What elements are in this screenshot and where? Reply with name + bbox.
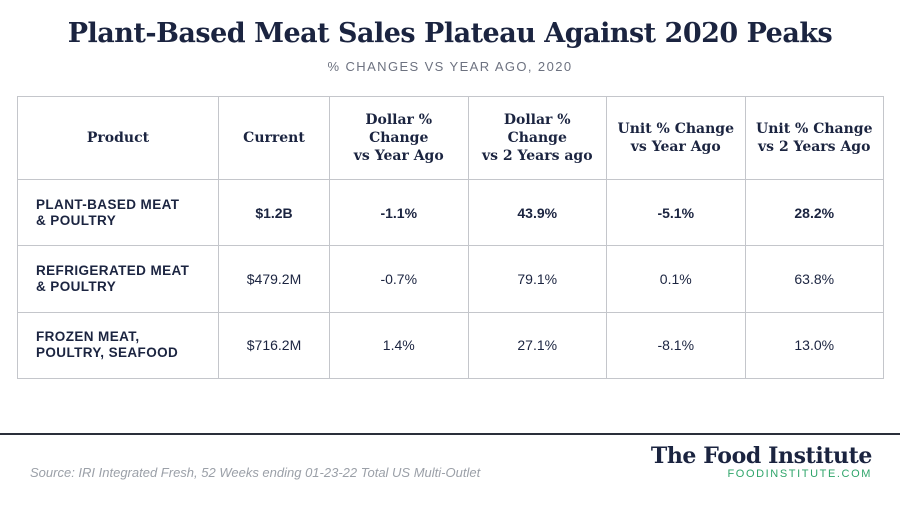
table-row: REFRIGERATED MEAT & POULTRY $479.2M -0.7… — [17, 245, 884, 313]
product-line: REFRIGERATED MEAT — [36, 262, 190, 278]
chart-subtitle: % CHANGES VS YEAR AGO, 2020 — [327, 59, 573, 74]
unit-2y-cell: 63.8% — [744, 245, 884, 313]
col-header-dollar-2y: Dollar % Change vs 2 Years ago — [467, 96, 607, 180]
col-header-dollar-1y: Dollar % Change vs Year Ago — [329, 96, 469, 180]
header-line: Unit % Change — [756, 121, 873, 137]
footer-divider — [0, 433, 900, 435]
header-line: Dollar % Change — [503, 112, 571, 146]
unit-2y-cell: 28.2% — [744, 178, 884, 247]
dollar-2y-cell: 79.1% — [467, 245, 607, 313]
header-line: Product — [86, 130, 150, 146]
product-line: POULTRY, SEAFOOD — [36, 345, 179, 361]
product-cell: FROZEN MEAT, POULTRY, SEAFOOD — [17, 311, 219, 380]
table-header-row: Product Current Dollar % Change vs Year … — [17, 96, 884, 180]
current-cell: $716.2M — [218, 311, 330, 380]
col-header-product: Product — [17, 96, 219, 180]
current-cell: $1.2B — [218, 178, 330, 247]
product-line: FROZEN MEAT, — [36, 329, 140, 345]
brand-url: FOODINSTITUTE.COM — [727, 468, 872, 480]
unit-1y-cell: -8.1% — [606, 311, 746, 380]
header-line: Unit % Change — [617, 121, 735, 137]
brand-logo: The Food Institute FOODINSTITUTE.COM — [650, 443, 873, 480]
brand-name: The Food Institute — [650, 443, 873, 469]
dollar-1y-cell: -0.7% — [329, 245, 469, 313]
dollar-1y-cell: -1.1% — [329, 178, 469, 247]
product-cell: PLANT-BASED MEAT & POULTRY — [17, 178, 219, 247]
product-line: & POULTRY — [36, 278, 117, 294]
product-line: PLANT-BASED MEAT — [36, 196, 180, 212]
table-row: FROZEN MEAT, POULTRY, SEAFOOD $716.2M 1.… — [17, 311, 884, 380]
dollar-2y-cell: 27.1% — [467, 311, 607, 380]
chart-title: Plant-Based Meat Sales Plateau Against 2… — [67, 18, 833, 49]
dollar-2y-cell: 43.9% — [467, 178, 607, 247]
header-line: vs Year Ago — [630, 139, 721, 155]
header-line: Current — [243, 130, 305, 146]
header-line: vs 2 Years ago — [481, 148, 593, 164]
col-header-unit-1y: Unit % Change vs Year Ago — [606, 96, 746, 180]
unit-2y-cell: 13.0% — [744, 311, 884, 380]
current-cell: $479.2M — [218, 245, 330, 313]
product-line: & POULTRY — [36, 212, 117, 228]
table-row: PLANT-BASED MEAT & POULTRY $1.2B -1.1% 4… — [17, 178, 884, 247]
header-line: vs 2 Years Ago — [758, 139, 871, 155]
sales-table: Product Current Dollar % Change vs Year … — [17, 96, 884, 380]
unit-1y-cell: 0.1% — [606, 245, 746, 313]
unit-1y-cell: -5.1% — [606, 178, 746, 247]
product-cell: REFRIGERATED MEAT & POULTRY — [17, 245, 219, 313]
header-line: Dollar % Change — [365, 112, 433, 146]
dollar-1y-cell: 1.4% — [329, 311, 469, 380]
col-header-current: Current — [218, 96, 330, 180]
header-line: vs Year Ago — [353, 148, 444, 164]
col-header-unit-2y: Unit % Change vs 2 Years Ago — [744, 96, 884, 180]
source-note: Source: IRI Integrated Fresh, 52 Weeks e… — [30, 465, 481, 480]
